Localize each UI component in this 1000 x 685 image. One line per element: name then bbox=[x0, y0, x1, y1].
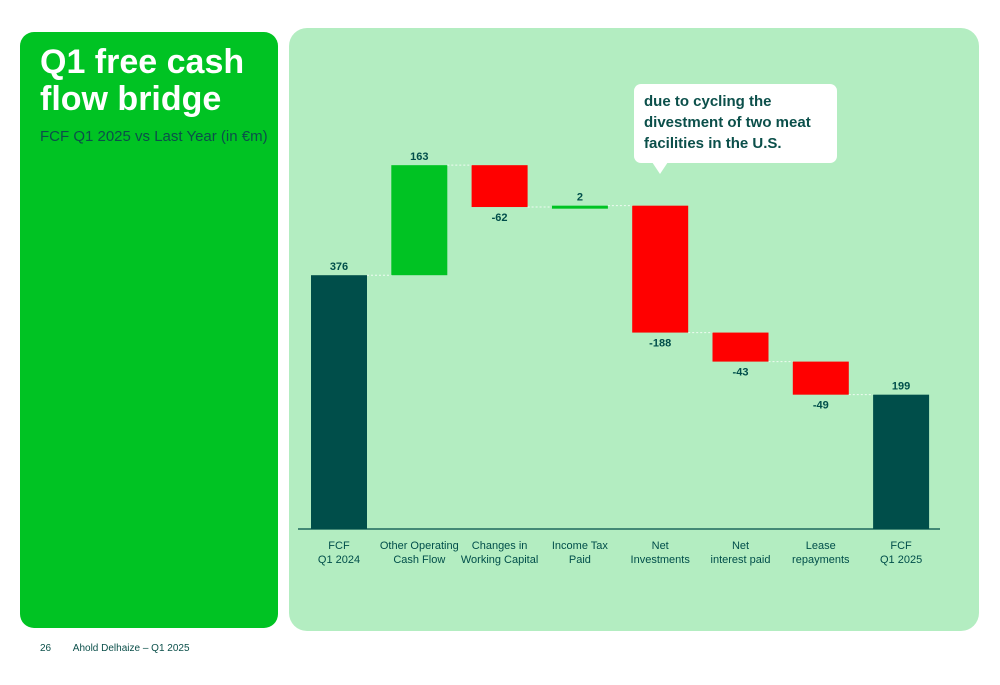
title-panel: Q1 free cash flow bridge FCF Q1 2025 vs … bbox=[20, 32, 278, 628]
category-label-5-1: interest paid bbox=[711, 554, 771, 566]
bar-4 bbox=[632, 205, 689, 333]
data-label-2: -62 bbox=[492, 212, 508, 224]
callout-pointer bbox=[652, 162, 668, 174]
category-label-6-1: repayments bbox=[792, 554, 850, 566]
bar-5 bbox=[712, 332, 769, 362]
category-label-7-1: Q1 2025 bbox=[880, 554, 922, 566]
callout-box: due to cycling the divestment of two mea… bbox=[634, 84, 837, 163]
bar-2 bbox=[471, 165, 528, 208]
bar-6 bbox=[792, 361, 849, 395]
category-label-2-0: Changes in bbox=[472, 540, 528, 552]
data-label-0: 376 bbox=[330, 261, 348, 273]
category-label-5-0: Net bbox=[732, 540, 749, 552]
slide-subtitle: FCF Q1 2025 vs Last Year (in €m) bbox=[40, 128, 268, 145]
category-label-2-1: Working Capital bbox=[461, 554, 538, 566]
callout-text: due to cycling the divestment of two mea… bbox=[644, 93, 811, 152]
bar-3 bbox=[551, 205, 608, 209]
data-label-3: 2 bbox=[577, 192, 583, 204]
category-label-7-0: FCF bbox=[890, 540, 912, 552]
category-label-6-0: Lease bbox=[806, 540, 836, 552]
bar-1 bbox=[391, 165, 448, 276]
bar-0 bbox=[311, 275, 367, 529]
data-label-6: -49 bbox=[813, 400, 829, 412]
data-label-5: -43 bbox=[733, 367, 749, 379]
data-label-4: -188 bbox=[649, 338, 671, 350]
category-label-1-1: Cash Flow bbox=[393, 554, 445, 566]
footer-company: Ahold Delhaize – Q1 2025 bbox=[72, 643, 190, 654]
category-label-1-0: Other Operating bbox=[380, 540, 459, 552]
category-label-0-0: FCF bbox=[328, 540, 350, 552]
slide-title: Q1 free cash flow bridge bbox=[40, 43, 245, 118]
category-label-3-0: Income Tax bbox=[552, 540, 609, 552]
data-label-7: 199 bbox=[892, 381, 910, 393]
bar-7 bbox=[873, 394, 930, 529]
data-label-1: 163 bbox=[410, 151, 428, 163]
footer: 26 Ahold Delhaize – Q1 2025 bbox=[40, 643, 190, 654]
category-label-4-0: Net bbox=[652, 540, 669, 552]
category-label-3-1: Paid bbox=[569, 554, 591, 566]
category-label-4-1: Investments bbox=[631, 554, 691, 566]
page-number: 26 bbox=[40, 643, 52, 654]
category-label-0-1: Q1 2024 bbox=[318, 554, 360, 566]
